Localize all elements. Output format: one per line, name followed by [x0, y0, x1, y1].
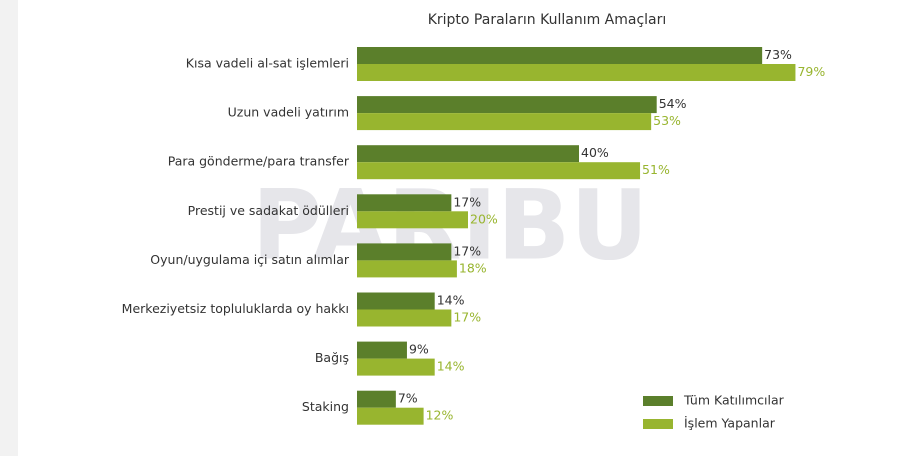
value-label: 17%: [453, 310, 481, 325]
bar: [357, 260, 457, 278]
bar: [357, 162, 641, 180]
value-label: 54%: [659, 96, 687, 111]
value-label: 40%: [581, 145, 609, 160]
bar: [357, 243, 452, 261]
bar: [357, 292, 435, 310]
category-label: Bağış: [315, 350, 349, 365]
value-label: 51%: [642, 162, 670, 177]
value-label: 17%: [453, 194, 481, 209]
category-label: Para gönderme/para transfer: [168, 154, 350, 169]
bar: [357, 309, 452, 327]
value-label: 79%: [797, 64, 825, 79]
bar: [357, 407, 424, 425]
bar: [357, 358, 435, 376]
value-label: 73%: [764, 47, 792, 62]
legend-swatch: [643, 419, 673, 429]
category-label: Uzun vadeli yatırım: [228, 105, 349, 120]
value-label: 14%: [437, 359, 465, 374]
legend-label: İşlem Yapanlar: [684, 416, 776, 431]
bar: [357, 145, 579, 163]
bar: [357, 211, 468, 229]
value-label: 14%: [437, 293, 465, 308]
bar: [357, 390, 396, 408]
chart-title: Kripto Paraların Kullanım Amaçları: [428, 12, 667, 28]
value-label: 53%: [653, 113, 681, 128]
category-label: Staking: [302, 399, 349, 414]
category-label: Oyun/uygulama içi satın alımlar: [150, 252, 350, 267]
legend-swatch: [643, 396, 673, 406]
bar: [357, 341, 407, 359]
value-label: 7%: [398, 391, 418, 406]
bar: [357, 113, 652, 131]
category-label: Merkeziyetsiz topluluklarda oy hakkı: [122, 301, 349, 316]
category-label: Kısa vadeli al-sat işlemleri: [186, 56, 349, 71]
value-label: 20%: [470, 211, 498, 226]
bar: [357, 96, 657, 114]
side-strip: [0, 0, 18, 456]
bar: [357, 194, 452, 212]
value-label: 17%: [453, 243, 481, 258]
category-label: Prestij ve sadakat ödülleri: [188, 203, 349, 218]
value-label: 12%: [426, 408, 454, 423]
value-label: 9%: [409, 342, 429, 357]
legend-label: Tüm Katılımcılar: [683, 393, 785, 408]
bar: [357, 64, 796, 81]
value-label: 18%: [459, 260, 487, 275]
bar: [357, 47, 763, 64]
